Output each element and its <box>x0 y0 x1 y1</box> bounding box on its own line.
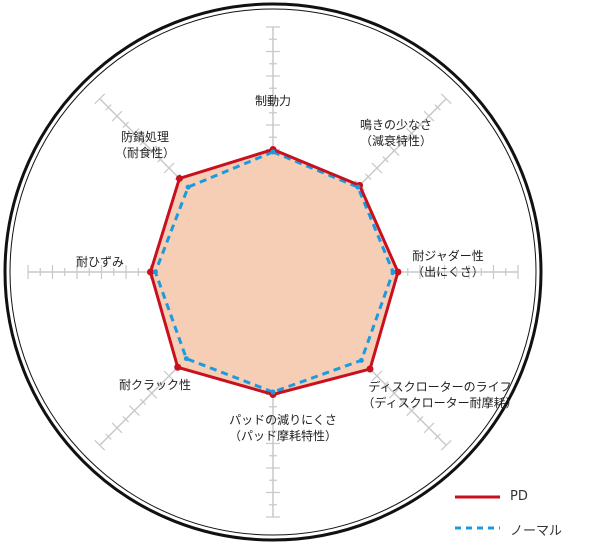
axis-tick <box>111 110 123 122</box>
axis-tick <box>111 422 123 434</box>
axis-tick <box>129 128 140 139</box>
axis-tick <box>157 381 164 388</box>
axis-tick <box>146 387 158 399</box>
axis-tick <box>146 145 158 157</box>
series-pd-point <box>174 363 182 371</box>
axis-tick <box>399 138 407 146</box>
axis-tick <box>406 405 417 416</box>
axis-tick <box>406 128 417 139</box>
axis-tick <box>423 110 435 122</box>
series-normal-point <box>152 269 158 275</box>
axis-tick <box>382 381 389 388</box>
axis-label-main: 防錆処理 <box>120 130 170 144</box>
series-normal-point <box>390 269 396 275</box>
axis-tick <box>94 439 106 451</box>
axis-label: 制動力 <box>255 93 291 109</box>
axis-label: 防錆処理 （耐食性） <box>115 129 175 161</box>
axis-tick <box>163 162 175 174</box>
axis-tick <box>163 370 175 382</box>
axis-label-main: 鳴きの少なさ <box>359 118 433 132</box>
series-normal-point <box>358 357 364 363</box>
series-normal-point <box>270 149 276 155</box>
series-normal-point <box>270 389 276 395</box>
axis-tick <box>417 121 424 128</box>
series-pd-point <box>147 268 154 276</box>
axis-tick <box>157 156 164 163</box>
axis-tick <box>105 104 112 111</box>
axis-label: 耐クラック性 <box>119 377 191 393</box>
axis-tick <box>417 416 424 423</box>
axis-label: ディスクローターのライフ （ディスクローター耐摩耗） <box>362 379 517 411</box>
axis-tick <box>434 433 441 440</box>
axis-tick <box>129 405 140 416</box>
legend-pd-label: PD <box>510 489 528 504</box>
axis-tick <box>94 93 106 105</box>
axis-label-sub: （パッド摩耗特性） <box>228 429 338 443</box>
axis-tick <box>382 156 389 163</box>
legend-normal-label: ノーマル <box>510 524 563 539</box>
axis-tick <box>139 398 147 406</box>
axis-label: パッドの減りにくさ （パッド摩耗特性） <box>229 412 337 444</box>
axis-tick <box>371 370 383 382</box>
axis-label-sub: （耐食性） <box>114 146 176 160</box>
axis-tick <box>105 433 112 440</box>
axis-tick <box>423 422 435 434</box>
series-normal-line <box>153 150 395 394</box>
axis-label-main: 耐クラック性 <box>118 378 192 392</box>
axis-tick <box>122 416 129 423</box>
series-normal-point <box>355 184 361 190</box>
axis-tick <box>440 93 452 105</box>
series-pd-point <box>394 268 402 276</box>
axis-label: 耐ひずみ <box>76 254 124 270</box>
axis-label-main: 耐ひずみ <box>75 255 125 269</box>
axis-label-sub: （出にくさ） <box>412 265 484 279</box>
axis-tick <box>371 162 383 174</box>
series-normal-point <box>183 356 189 362</box>
axis-label-main: パッドの減りにくさ <box>229 413 337 427</box>
outer-ring <box>3 2 543 542</box>
axis-tick <box>365 173 372 180</box>
axis-tick <box>434 104 441 111</box>
series-pd-point <box>366 365 374 373</box>
axis-label: 耐ジャダー性 （出にくさ） <box>412 248 484 280</box>
axis-tick <box>388 387 400 399</box>
axis-label-main: 耐ジャダー性 <box>412 249 484 263</box>
series-pd-area <box>150 149 398 395</box>
axis-tick <box>388 145 400 157</box>
inner-ring <box>9 8 537 536</box>
axis-label-main: ディスクローターのライフ <box>368 380 512 394</box>
axis-label-main: 制動力 <box>254 94 292 108</box>
axis-label-sub: （減衰特性） <box>359 134 433 148</box>
axis-tick <box>399 398 407 406</box>
series-normal-point <box>185 184 191 190</box>
axis-tick <box>122 121 129 128</box>
axis-label-sub: （ディスクローター耐摩耗） <box>362 396 518 410</box>
axis-label: 鳴きの少なさ （減衰特性） <box>360 117 432 149</box>
series-pd-point <box>175 174 183 182</box>
axis-tick <box>440 439 452 451</box>
axis-tick <box>139 138 147 146</box>
